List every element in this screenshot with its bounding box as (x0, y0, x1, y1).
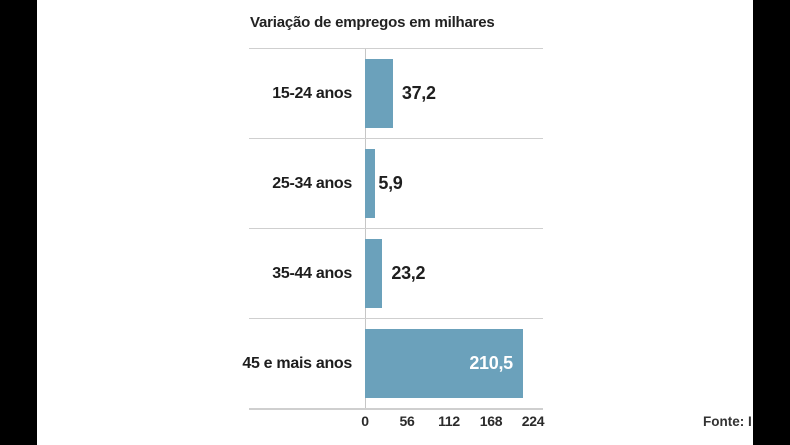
chart-row: 15-24 anos 37,2 (249, 48, 543, 138)
letterbox-right (753, 0, 790, 445)
x-tick-label: 168 (479, 413, 503, 429)
value-label: 37,2 (401, 83, 436, 103)
value-label: 5,9 (378, 173, 403, 193)
letterbox-left (0, 0, 37, 445)
category-label: 15-24 anos (272, 84, 352, 102)
category-label: 45 e mais anos (242, 354, 352, 372)
bar-chart: 15-24 anos 37,2 25-34 anos 5,9 35-44 ano… (242, 48, 543, 410)
value-label: 210,5 (469, 353, 513, 373)
chart-title: Variação de empregos em milhares (250, 14, 495, 31)
bar (365, 59, 393, 128)
x-tick-label: 112 (438, 413, 460, 429)
chart-row: 35-44 anos 23,2 (249, 228, 543, 318)
x-tick-label: 56 (399, 413, 415, 429)
bar: 210,5 (365, 329, 523, 398)
category-label: 35-44 anos (272, 264, 352, 282)
chart-rows: 15-24 anos 37,2 25-34 anos 5,9 35-44 ano… (242, 48, 543, 408)
chart-row: 45 e mais anos 210,5 (242, 318, 543, 408)
bar (365, 239, 383, 308)
x-tick-label: 224 (521, 413, 545, 429)
x-tick-label: 0 (361, 413, 369, 429)
chart-row: 25-34 anos 5,9 (249, 138, 543, 228)
category-label: 25-34 anos (272, 174, 352, 192)
source-credit: Fonte: I (703, 414, 752, 429)
value-label: 23,2 (391, 263, 426, 283)
bar (365, 149, 375, 218)
x-axis: 0 56 112 168 224 (249, 413, 544, 433)
